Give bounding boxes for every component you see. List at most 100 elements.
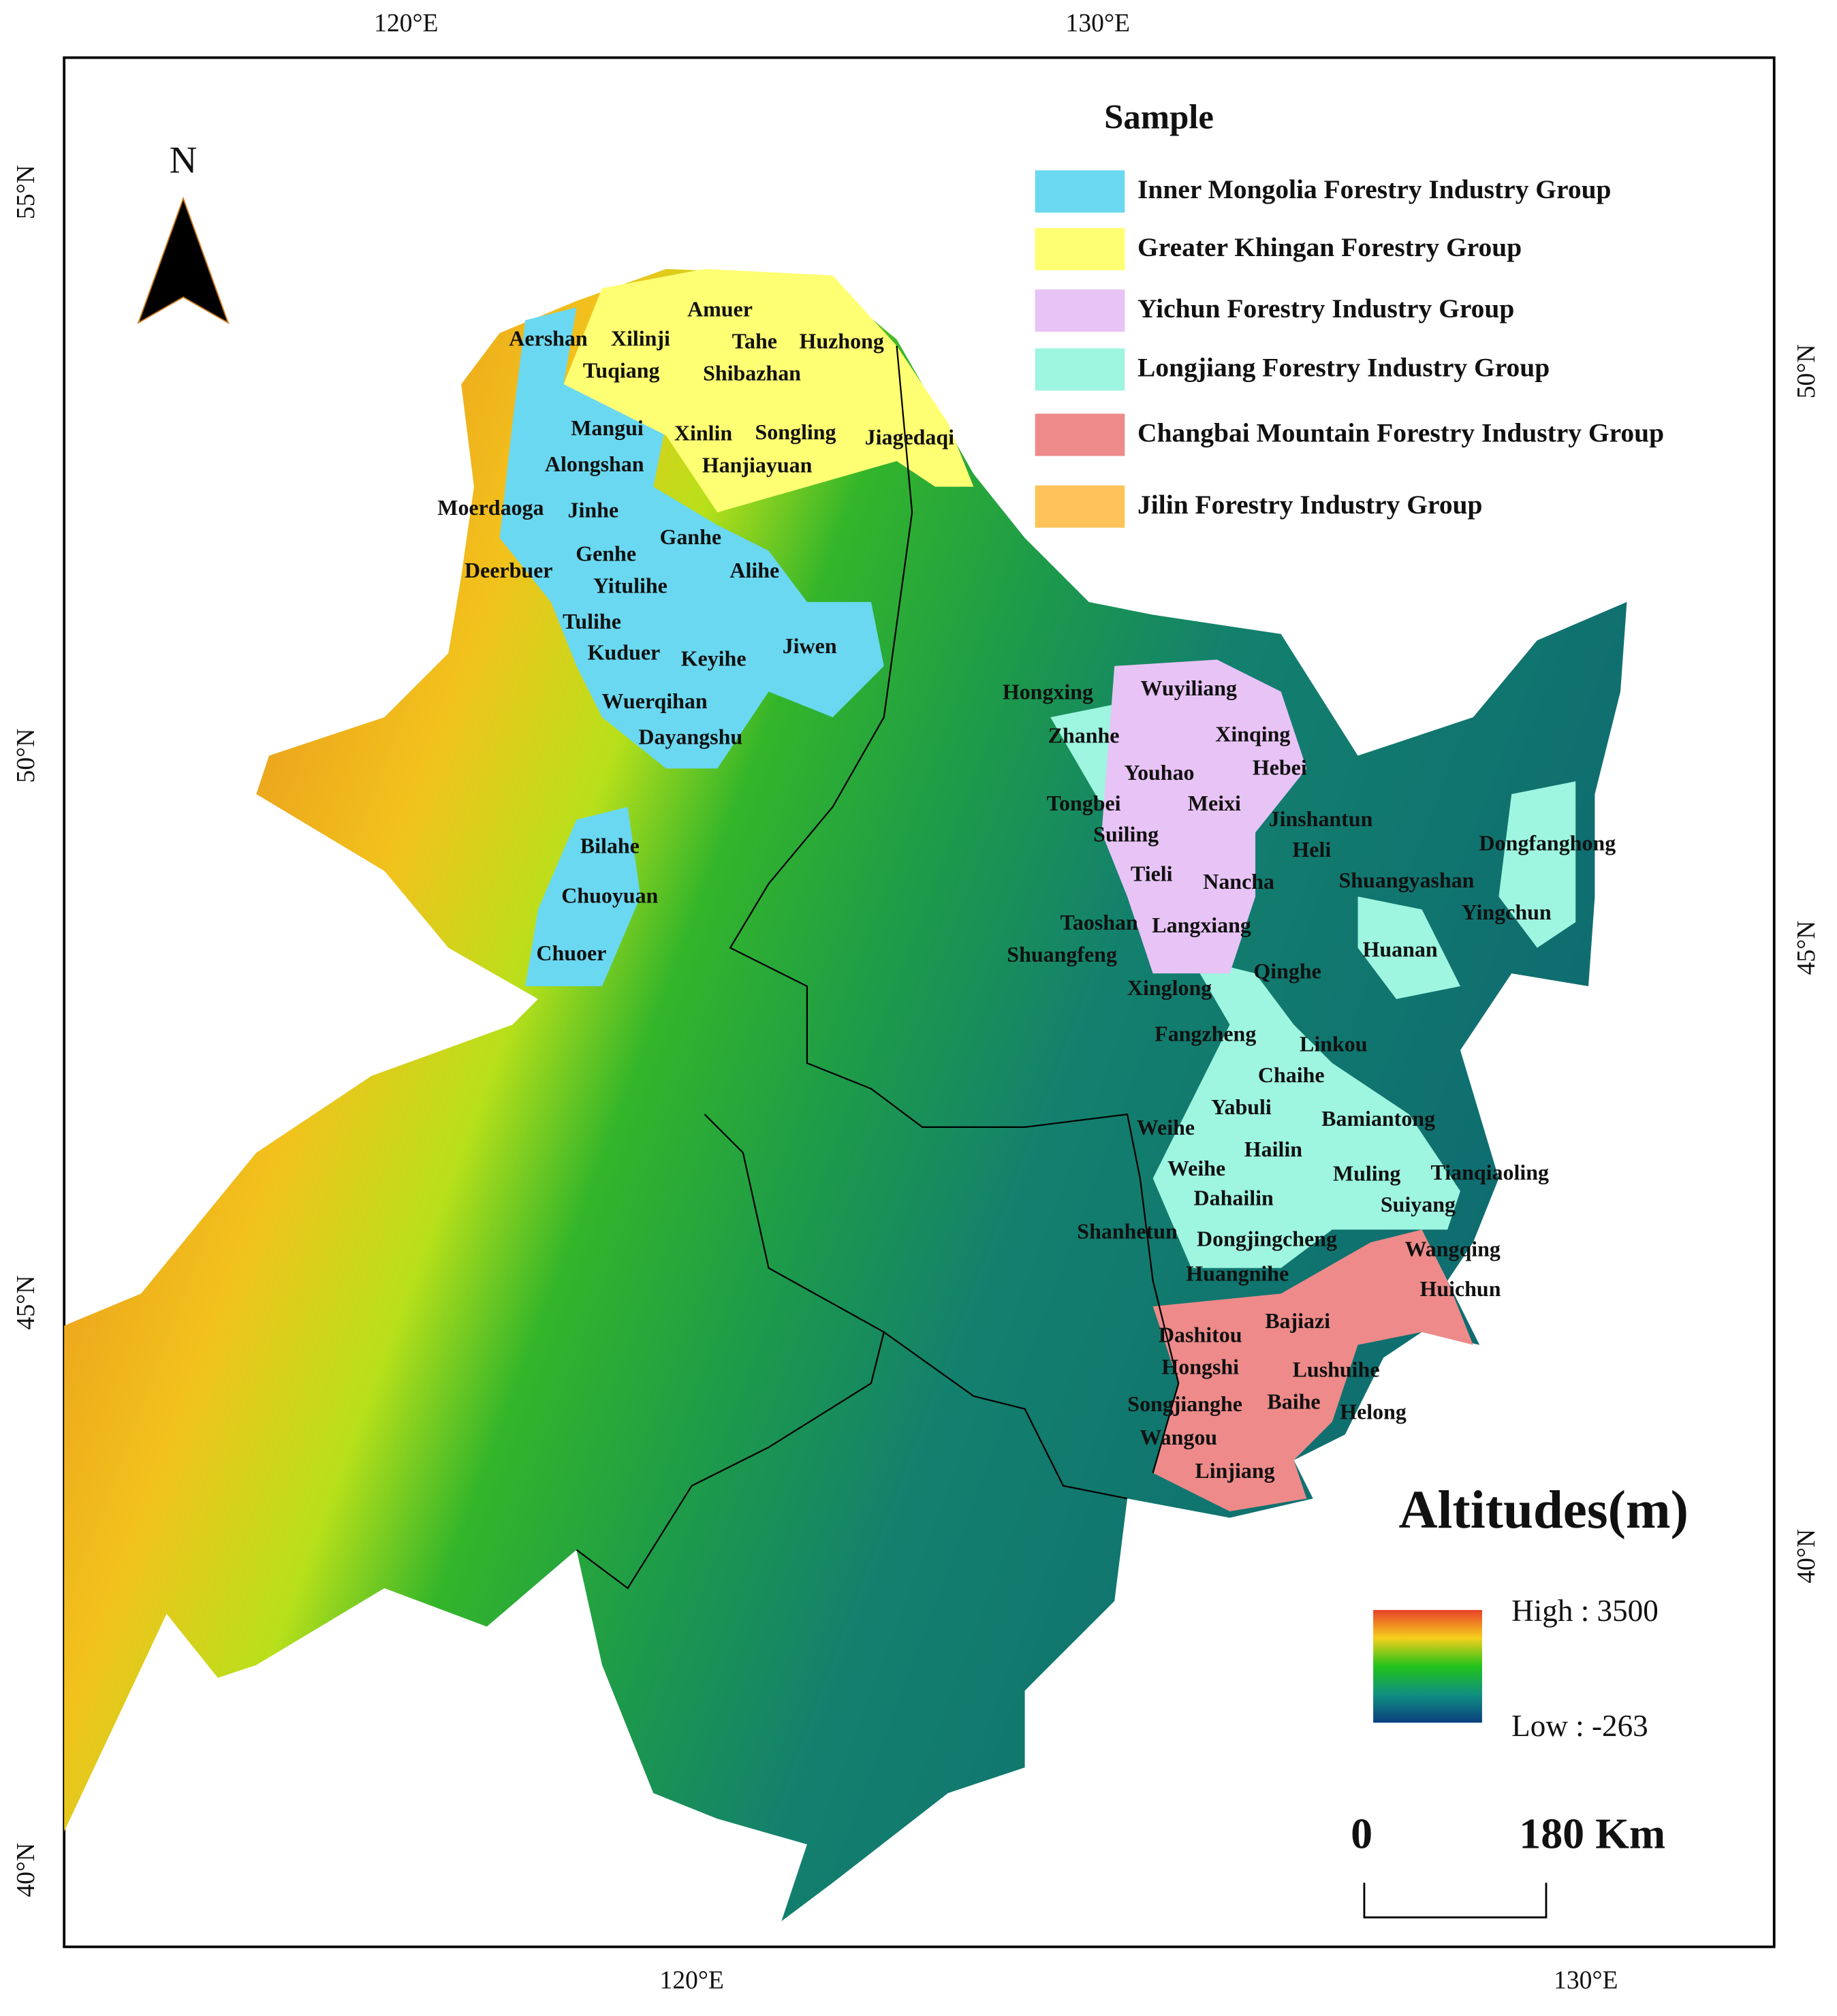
legend-title: Sample: [1104, 97, 1214, 136]
place-label: Chaihe: [1258, 1063, 1325, 1087]
place-label: Lushuihe: [1293, 1357, 1380, 1381]
place-label: Genhe: [576, 541, 636, 565]
place-label: Bajiazi: [1265, 1309, 1330, 1333]
legend-label: Changbai Mountain Forestry Industry Grou…: [1137, 418, 1664, 447]
legend-swatch: [1035, 289, 1125, 332]
province-boundary: [729, 345, 1180, 1473]
place-label: Suiyang: [1381, 1193, 1456, 1216]
scale-bar: [1363, 1883, 1548, 1919]
place-label: Xinlin: [674, 422, 732, 445]
elevation-ramp: [1373, 1609, 1482, 1723]
legend-swatch: [1035, 413, 1125, 456]
legend-swatch: [1035, 170, 1125, 213]
graticule-label: 45°N: [1792, 921, 1821, 975]
place-label: Wuyiliang: [1141, 676, 1238, 700]
province-boundary: [576, 1114, 885, 1590]
place-label: Hailin: [1244, 1137, 1302, 1161]
place-label: Shanhetun: [1077, 1219, 1178, 1243]
north-arrow: [137, 196, 230, 324]
place-label: Aershan: [509, 327, 588, 351]
legend-label: Yichun Forestry Industry Group: [1137, 294, 1514, 324]
place-label: Shuangyashan: [1339, 868, 1475, 892]
place-label: Huichun: [1419, 1277, 1501, 1301]
inner-mongolia-area: [499, 307, 884, 769]
place-label: Tongbei: [1047, 791, 1121, 815]
place-label: Taoshan: [1061, 911, 1139, 934]
place-label: Mangui: [571, 416, 644, 440]
longjiang-area: [1357, 896, 1460, 999]
place-label: Zhanhe: [1048, 724, 1120, 748]
place-label: Huanan: [1363, 938, 1438, 962]
place-label: Chuoer: [536, 941, 606, 965]
place-label: Weihe: [1167, 1156, 1225, 1180]
place-label: Yitulihe: [593, 574, 668, 598]
place-label: Keyihe: [681, 647, 747, 671]
legend-swatch: [1035, 348, 1125, 391]
place-label: Songling: [755, 420, 836, 444]
legend-label: Greater Khingan Forestry Group: [1137, 232, 1522, 262]
province-boundary: [883, 1331, 1128, 1500]
place-label: Alongshan: [545, 452, 644, 476]
place-label: Xilinji: [611, 327, 670, 351]
place-label: Langxiang: [1152, 913, 1251, 937]
place-label: Ganhe: [659, 525, 721, 549]
graticule-label: 45°N: [12, 1276, 40, 1330]
place-label: Xinqing: [1215, 723, 1290, 746]
place-label: Tahe: [732, 329, 777, 353]
place-label: Xinglong: [1127, 976, 1212, 1000]
scale-start: 0: [1351, 1809, 1372, 1857]
place-label: Wangqing: [1405, 1238, 1501, 1261]
inner-mongolia-area: [525, 806, 641, 987]
place-label: Tianqiaoling: [1430, 1161, 1548, 1184]
graticule-label: 40°N: [1792, 1529, 1821, 1584]
place-label: Jinhe: [568, 499, 619, 522]
place-label: Wuerqihan: [602, 689, 708, 713]
north-label: N: [170, 140, 198, 182]
graticule-label: 40°N: [12, 1843, 40, 1897]
longjiang-area: [1498, 781, 1576, 948]
place-label: Tuqiang: [583, 359, 660, 383]
place-label: Hongshi: [1161, 1355, 1239, 1379]
place-label: Qinghe: [1253, 960, 1321, 983]
graticule-label: 120°E: [374, 9, 438, 37]
place-label: Dashitou: [1159, 1323, 1242, 1347]
place-label: Dongjingcheng: [1197, 1227, 1337, 1251]
place-label: Huzhong: [800, 329, 884, 353]
place-label: Jiwen: [783, 634, 837, 658]
place-label: Fangzheng: [1155, 1022, 1256, 1046]
place-label: Weihe: [1137, 1116, 1195, 1139]
legend-swatch: [1035, 227, 1125, 270]
longjiang-area: [1050, 704, 1460, 1268]
place-label: Chuoyuan: [561, 884, 658, 908]
changbai-area: [1152, 1229, 1473, 1512]
place-label: Nancha: [1203, 870, 1274, 894]
legend-label: Longjiang Forestry Industry Group: [1137, 353, 1550, 383]
place-label: Shuangfeng: [1007, 943, 1117, 966]
graticule-label: 50°N: [12, 729, 40, 783]
place-label: Yingchun: [1462, 900, 1552, 924]
greater-khingan-area: [563, 268, 974, 513]
elevation-low: Low : -263: [1511, 1709, 1648, 1743]
place-label: Hebei: [1253, 756, 1307, 780]
graticule-label: 130°E: [1554, 1966, 1618, 1995]
place-label: Amuer: [687, 297, 753, 321]
elevation-high: High : 3500: [1511, 1594, 1659, 1628]
place-label: Muling: [1333, 1162, 1400, 1186]
place-label: Linkou: [1300, 1033, 1367, 1056]
place-label: Kuduer: [588, 640, 661, 664]
elevation-title: Altitudes(m): [1398, 1481, 1689, 1540]
place-label: Linjiang: [1195, 1459, 1274, 1483]
place-label: Songjianghe: [1127, 1392, 1242, 1416]
place-label: Moerdaoga: [437, 496, 544, 520]
place-label: Hongxing: [1003, 680, 1093, 704]
place-label: Deerbuer: [465, 558, 553, 582]
graticule-label: 55°N: [12, 165, 40, 219]
graticule-label: 50°N: [1792, 344, 1821, 398]
place-label: Dayangshu: [638, 725, 742, 749]
place-label: Helong: [1340, 1400, 1407, 1423]
place-label: Youhao: [1125, 761, 1195, 785]
scale-end: 180 Km: [1519, 1809, 1665, 1857]
place-label: Dongfanghong: [1479, 831, 1616, 855]
